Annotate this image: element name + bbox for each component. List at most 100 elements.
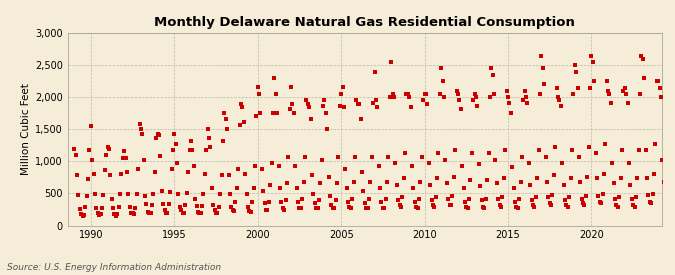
- Point: [145, 211, 156, 215]
- Point: [633, 148, 644, 153]
- Point: [340, 167, 351, 171]
- Point: [128, 212, 139, 216]
- Point: [87, 158, 98, 162]
- Point: [433, 151, 444, 155]
- Point: [226, 204, 237, 209]
- Point: [620, 85, 630, 90]
- Point: [456, 107, 466, 112]
- Point: [523, 160, 534, 165]
- Point: [447, 194, 458, 198]
- Point: [258, 189, 269, 193]
- Point: [641, 148, 651, 153]
- Point: [465, 178, 476, 183]
- Point: [487, 73, 498, 77]
- Point: [541, 179, 552, 184]
- Point: [261, 208, 271, 212]
- Point: [418, 98, 429, 102]
- Point: [327, 206, 338, 210]
- Point: [495, 204, 506, 209]
- Point: [136, 126, 146, 131]
- Point: [194, 211, 205, 215]
- Point: [84, 148, 95, 152]
- Point: [230, 200, 241, 204]
- Point: [464, 196, 475, 201]
- Point: [439, 95, 450, 99]
- Point: [651, 79, 662, 83]
- Point: [296, 206, 306, 210]
- Point: [621, 92, 632, 96]
- Point: [411, 204, 422, 209]
- Point: [650, 142, 661, 146]
- Point: [215, 192, 225, 196]
- Point: [241, 192, 252, 196]
- Point: [148, 192, 159, 196]
- Point: [176, 208, 187, 212]
- Point: [219, 110, 230, 115]
- Point: [443, 197, 454, 201]
- Point: [358, 189, 369, 193]
- Point: [173, 192, 184, 196]
- Point: [220, 117, 231, 121]
- Point: [528, 203, 539, 207]
- Point: [191, 204, 202, 208]
- Point: [628, 202, 639, 207]
- Point: [497, 195, 508, 199]
- Point: [369, 69, 380, 74]
- Point: [279, 208, 290, 212]
- Point: [596, 201, 607, 205]
- Point: [425, 183, 435, 187]
- Point: [415, 179, 426, 184]
- Point: [667, 145, 675, 149]
- Point: [432, 176, 443, 180]
- Point: [356, 170, 367, 174]
- Point: [337, 85, 348, 89]
- Point: [662, 202, 673, 207]
- Point: [184, 148, 195, 153]
- Point: [256, 167, 267, 171]
- Point: [545, 203, 556, 207]
- Point: [254, 92, 265, 96]
- Point: [568, 92, 578, 96]
- Point: [333, 154, 344, 159]
- Point: [498, 176, 509, 180]
- Point: [437, 79, 448, 83]
- Point: [334, 104, 345, 108]
- Point: [562, 204, 573, 209]
- Point: [470, 95, 481, 99]
- Point: [607, 160, 618, 165]
- Point: [629, 204, 640, 209]
- Point: [355, 117, 366, 121]
- Point: [508, 185, 519, 190]
- Point: [319, 98, 330, 102]
- Point: [642, 176, 653, 180]
- Point: [550, 145, 561, 149]
- Point: [77, 214, 88, 218]
- Point: [329, 206, 340, 210]
- Point: [398, 176, 409, 180]
- Point: [202, 126, 213, 131]
- Point: [478, 204, 489, 209]
- Point: [133, 167, 144, 171]
- Point: [196, 204, 207, 208]
- Point: [248, 185, 259, 190]
- Point: [578, 201, 589, 205]
- Point: [520, 95, 531, 99]
- Point: [427, 203, 438, 207]
- Point: [479, 206, 490, 210]
- Point: [618, 89, 629, 93]
- Point: [532, 176, 543, 180]
- Point: [576, 196, 587, 201]
- Point: [579, 202, 590, 207]
- Point: [441, 181, 452, 185]
- Point: [304, 104, 315, 109]
- Point: [80, 205, 90, 209]
- Point: [250, 164, 261, 168]
- Y-axis label: Million Cubic Feet: Million Cubic Feet: [21, 83, 30, 175]
- Point: [132, 192, 142, 196]
- Point: [515, 179, 526, 184]
- Point: [339, 104, 350, 109]
- Point: [229, 209, 240, 213]
- Point: [137, 132, 148, 137]
- Point: [510, 200, 520, 204]
- Point: [634, 92, 645, 96]
